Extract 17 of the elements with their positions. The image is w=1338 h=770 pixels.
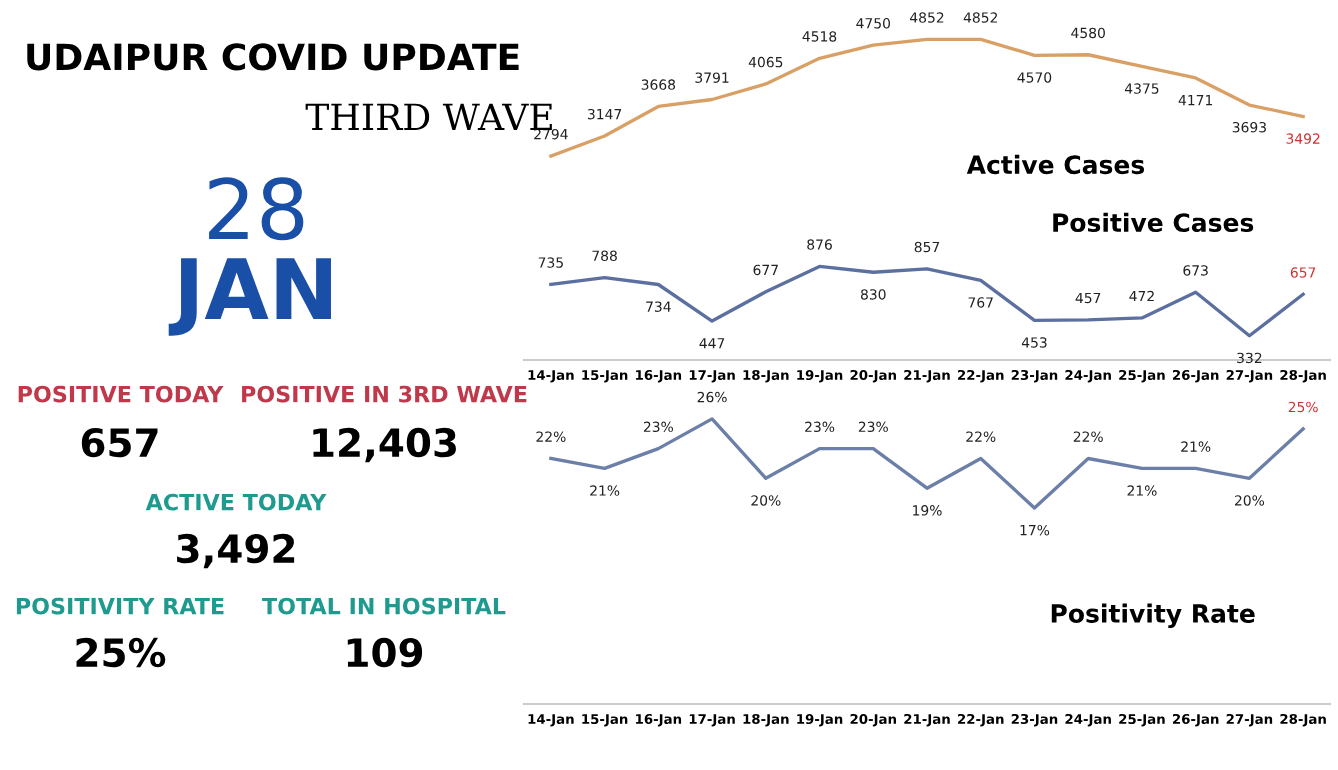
text: POSITIVITY RATE [16, 597, 224, 615]
text: 3,492 [177, 533, 295, 569]
text: Positivity Rate [1051, 603, 1255, 628]
text: UDAIPUR COVID UPDATE [27, 43, 519, 71]
text: TOTAL IN HOSPITAL [262, 597, 506, 615]
text: 657 [81, 427, 158, 458]
text: Active Cases [966, 154, 1145, 175]
text: 109 [347, 637, 423, 668]
text: ACTIVE TODAY [145, 493, 327, 511]
text: 12,403 [313, 427, 456, 463]
chart-title: Positive Cases [1053, 212, 1254, 233]
text: 28 [209, 177, 304, 241]
text: THIRD WAVE [305, 103, 552, 130]
text: JAN [168, 258, 331, 336]
text: 25% [76, 637, 166, 668]
text: POSITIVE IN 3RD WAVE [242, 385, 527, 403]
text: POSITIVE TODAY [18, 385, 224, 403]
